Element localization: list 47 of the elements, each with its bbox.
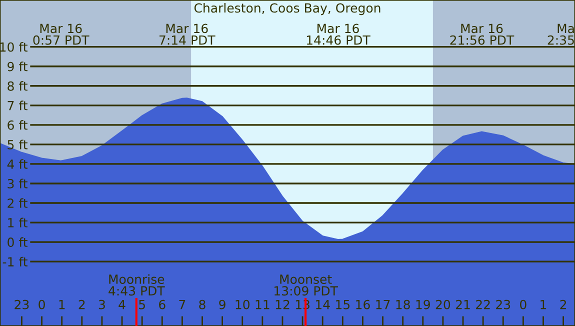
x-tick-label: 9 xyxy=(219,300,226,310)
y-tick-label: 9 ft xyxy=(8,62,28,72)
x-tick-label: 3 xyxy=(98,300,105,310)
y-tick-label: 1 ft xyxy=(8,218,28,228)
x-tick-label: 17 xyxy=(376,300,390,310)
x-tick-label: 22 xyxy=(476,300,490,310)
x-tick-label: 20 xyxy=(436,300,450,310)
x-tick-label: 0 xyxy=(520,300,526,310)
x-tick-label: 5 xyxy=(139,300,145,310)
x-tick-label: 11 xyxy=(256,300,270,310)
x-tick-label: 4 xyxy=(118,300,126,310)
y-tick-label: 8 ft xyxy=(8,81,28,91)
x-tick-label: 10 xyxy=(236,300,250,310)
x-tick-label: 18 xyxy=(396,300,410,310)
x-tick-label: 15 xyxy=(336,300,350,310)
y-tick-label: 10 ft xyxy=(0,42,28,52)
y-tick-label: 5 ft xyxy=(8,140,28,150)
x-tick-label: 16 xyxy=(356,300,370,310)
x2-tick-label: Mar 16 21:56 PDT xyxy=(450,24,514,45)
ref-line-label: Moonrise 4:43 PDT xyxy=(108,274,165,296)
x2-tick-label: Mar 16 14:46 PDT xyxy=(306,24,370,45)
x2-tick-label: Mar 16 0:57 PDT xyxy=(33,24,90,45)
chart-title: Charleston, Coos Bay, Oregon xyxy=(194,3,380,16)
ref-line-label: Moonset 13:09 PDT xyxy=(274,274,338,296)
x-tick-label: 21 xyxy=(456,300,470,310)
y-tick-label: 7 ft xyxy=(8,100,28,110)
x-tick-label: 23 xyxy=(14,300,29,310)
y-tick-label: 0 ft xyxy=(8,237,28,247)
y-tick-label: 2 ft xyxy=(8,198,28,208)
x-tick-label: 2 xyxy=(560,300,566,310)
x-tick-label: 1 xyxy=(540,300,546,310)
y-tick-label: 6 ft xyxy=(8,120,28,130)
x-tick-label: 7 xyxy=(179,300,186,310)
y-tick-label: 4 ft xyxy=(7,159,28,169)
x-tick-label: 8 xyxy=(199,300,206,310)
x-tick-label: 14 xyxy=(316,300,330,310)
x2-tick-label: Mar 16 7:14 PDT xyxy=(159,24,216,45)
y-tick-label: -1 ft xyxy=(2,256,28,266)
y-tick-label: 3 ft xyxy=(8,178,28,188)
x-tick-label: 6 xyxy=(159,300,166,310)
x2-tick-label: Ma 2:35 xyxy=(548,24,574,45)
x-tick-label: 2 xyxy=(78,300,85,310)
x-tick-label: 23 xyxy=(496,300,510,310)
x-tick-label: 12 xyxy=(276,300,290,310)
x-tick-label: 0 xyxy=(38,300,45,310)
x-tick-label: 19 xyxy=(416,300,430,310)
x-tick-label: 1 xyxy=(59,300,65,310)
